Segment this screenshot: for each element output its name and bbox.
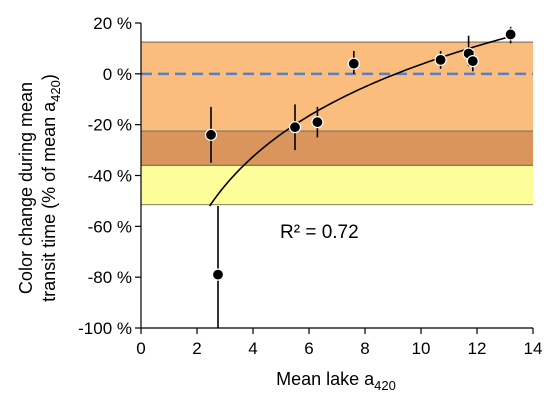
- data-point-3: [311, 116, 324, 129]
- y-tick-label-6: -100 %: [78, 319, 132, 338]
- y-tick-label-2: -20 %: [88, 116, 132, 135]
- y-axis-title-line2-end: ): [39, 74, 59, 80]
- y-tick-label-3: -40 %: [88, 167, 132, 186]
- x-axis-title-main: Mean lake a: [276, 369, 375, 389]
- x-axis-title-sub: 420: [374, 378, 396, 393]
- x-axis-title: Mean lake a420: [276, 369, 396, 393]
- x-tick-label-1: 2: [192, 339, 201, 358]
- x-tick-label-5: 10: [412, 339, 431, 358]
- y-tick-label-5: -80 %: [88, 268, 132, 287]
- y-tick-label-4: -60 %: [88, 217, 132, 236]
- data-point-2: [288, 121, 302, 134]
- x-tick-label-2: 4: [248, 339, 257, 358]
- fit-curve-layer: [208, 34, 514, 207]
- data-point-5: [434, 53, 447, 66]
- data-point-8: [504, 28, 517, 41]
- data-points: [204, 26, 517, 328]
- y-axis-title-line1: Color change during mean: [16, 82, 36, 294]
- data-point-0: [204, 128, 218, 141]
- x-tick-label-7: 14: [524, 339, 543, 358]
- data-point-4: [347, 57, 360, 70]
- axes: [135, 22, 534, 334]
- r-squared-annotation: R² = 0.72: [280, 222, 359, 243]
- x-tick-label-6: 12: [468, 339, 487, 358]
- x-tick-label-0: 0: [136, 339, 145, 358]
- band-2: [141, 165, 533, 205]
- x-tick-label-4: 8: [360, 339, 369, 358]
- data-point-7: [466, 55, 479, 68]
- y-axis-title-line2: transit time (% of mean a420): [39, 74, 63, 302]
- y-axis-title-line2-main: transit time (% of mean a: [39, 101, 59, 302]
- y-tick-label-1: 0 %: [103, 65, 132, 84]
- x-tick-label-3: 6: [304, 339, 313, 358]
- y-tick-label-0: 20 %: [93, 14, 132, 33]
- fit-curve: [208, 34, 514, 207]
- tick-labels: 0 2 4 6 8 10 12 14 20 % 0 % -20 % -40 % -60 % -80 % -1…: [78, 14, 542, 358]
- y-axis-title-line2-sub: 420: [48, 80, 63, 102]
- data-point-1: [211, 268, 225, 281]
- band-1: [141, 131, 533, 166]
- y-axis-title: Color change during mean transit time (%…: [16, 74, 63, 302]
